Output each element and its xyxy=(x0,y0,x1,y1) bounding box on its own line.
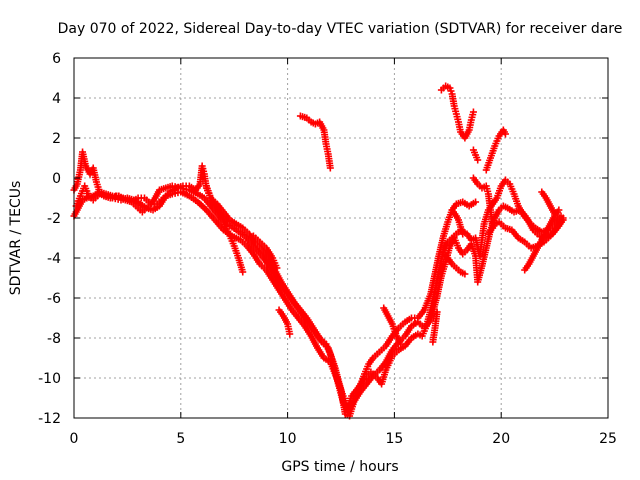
data-point xyxy=(555,206,563,214)
data-point xyxy=(239,268,247,276)
x-tick-label: 10 xyxy=(279,431,297,447)
y-tick-label: -12 xyxy=(38,411,61,427)
data-point xyxy=(472,198,480,206)
x-axis-label: GPS time / hours xyxy=(281,459,398,475)
y-axis-label: SDTVAR / TECUs xyxy=(8,181,24,296)
y-tick-label: -8 xyxy=(47,331,61,347)
x-tick-label: 20 xyxy=(492,431,510,447)
data-point xyxy=(433,308,441,316)
x-tick-label: 5 xyxy=(176,431,185,447)
plot-frame xyxy=(73,57,609,419)
chart-title: Day 070 of 2022, Sidereal Day-to-day VTE… xyxy=(58,21,623,37)
x-tick-labels: 0 5 10 15 20 25 xyxy=(70,431,617,447)
data-point xyxy=(474,156,482,164)
y-tick-label: -2 xyxy=(47,211,61,227)
data-point xyxy=(459,230,467,238)
x-tick-label: 0 xyxy=(70,431,79,447)
data-point xyxy=(397,340,405,348)
y-tick-labels: -12 -10 -8 -6 -4 -2 0 2 4 6 xyxy=(38,51,61,427)
y-tick-label: -4 xyxy=(47,251,61,267)
x-tick-label: 15 xyxy=(385,431,403,447)
data-point xyxy=(559,216,567,224)
y-tick-label: 4 xyxy=(52,91,61,107)
data-points xyxy=(70,82,567,420)
x-tick-label: 25 xyxy=(599,431,617,447)
y-tick-label: -10 xyxy=(38,371,61,387)
grid-lines xyxy=(74,58,608,418)
data-point xyxy=(469,108,477,116)
y-tick-label: 0 xyxy=(52,171,61,187)
data-point xyxy=(461,270,469,278)
data-point xyxy=(551,210,559,218)
data-point xyxy=(286,330,294,338)
data-point xyxy=(501,130,509,138)
data-point xyxy=(273,264,281,272)
y-tick-label: -6 xyxy=(47,291,61,307)
y-tick-label: 6 xyxy=(52,51,61,67)
y-tick-label: 2 xyxy=(52,131,61,147)
axis-ticks xyxy=(73,57,609,419)
data-point xyxy=(326,164,334,172)
